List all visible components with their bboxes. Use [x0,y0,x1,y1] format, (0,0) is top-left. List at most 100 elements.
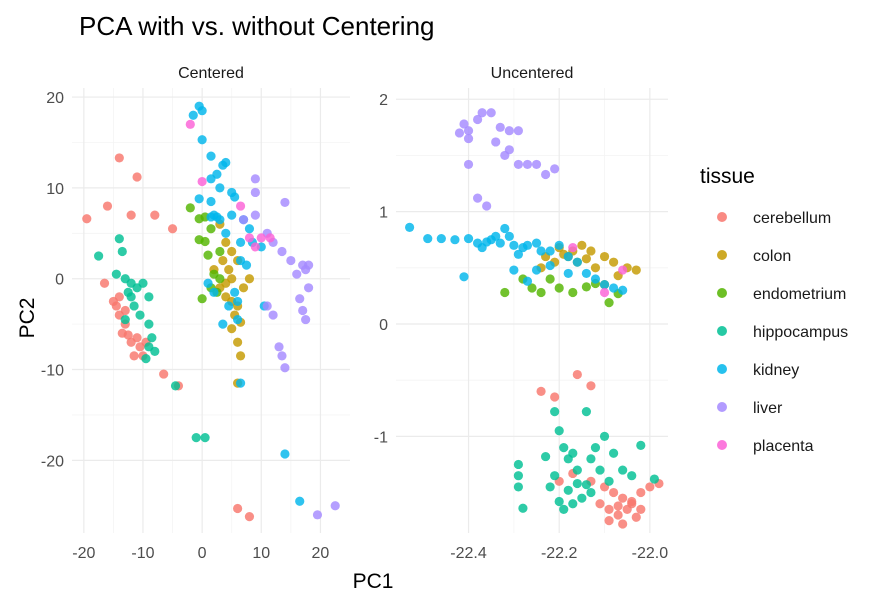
data-point-kidney [206,212,216,222]
data-point-endometrium [568,287,578,298]
data-point-placenta [244,233,255,243]
data-point-kidney [235,237,246,247]
data-point-liver [550,164,560,174]
data-point-hippocampus [129,301,139,311]
data-point-placenta [568,242,578,253]
data-point-liver [486,108,496,118]
data-point-colon [235,351,246,361]
legend-label-placenta: placenta [753,438,814,455]
data-point-hippocampus [554,496,564,507]
data-point-cerebellum [159,369,169,379]
data-point-hippocampus [563,485,573,495]
data-point-kidney [436,233,446,244]
data-point-kidney [590,274,601,284]
data-point-kidney [233,314,243,325]
y-tick-label: -20 [41,453,64,470]
panel-centered: Centered -20 -10 0 10 20 20 10 0 -10 -20 [41,65,350,562]
x-axis-title: PC1 [353,570,394,593]
x-tick-label: 20 [312,545,330,562]
data-point-endometrium [604,298,614,308]
x-tick-label: 0 [198,545,207,562]
data-point-kidney [206,174,216,184]
data-point-cerebellum [618,519,628,529]
data-point-kidney [233,296,243,307]
data-point-cerebellum [114,153,124,163]
data-point-colon [227,324,237,334]
data-point-cerebellum [613,510,623,520]
data-point-kidney [221,157,231,168]
data-point-kidney [188,110,198,120]
data-point-liver [301,265,311,275]
data-point-kidney [495,238,505,248]
data-point-kidney [554,240,564,250]
data-point-liver [301,314,311,325]
data-point-hippocampus [111,269,121,279]
data-point-placenta [265,233,275,243]
data-point-cerebellum [622,504,632,515]
data-point-placenta [197,176,207,187]
data-point-cerebellum [244,512,255,522]
data-point-kidney [477,242,487,253]
data-point-kidney [218,319,228,329]
legend-key-hippocampus [717,326,727,336]
data-point-liver [280,363,290,373]
data-point-kidney [221,228,231,238]
data-point-cerebellum [645,482,655,492]
data-point-liver [522,159,533,170]
legend-label-hippocampus: hippocampus [753,324,848,341]
data-point-kidney [197,106,207,116]
data-point-endometrium [203,250,213,260]
data-point-hippocampus [559,504,569,515]
facet-strip-label: Uncentered [491,65,574,82]
data-point-kidney [280,449,290,459]
x-tick-label: -10 [131,545,154,562]
data-point-liver [513,159,524,170]
data-point-hippocampus [144,292,154,302]
data-point-kidney [500,223,510,234]
data-point-hippocampus [513,459,524,470]
y-tick-label: 0 [379,317,388,334]
series-liver [238,174,340,520]
chart-title: PCA with vs. without Centering [79,11,435,41]
data-point-cerebellum [586,381,596,391]
data-point-endometrium [581,282,592,292]
y-tick-label: -1 [374,429,388,446]
data-point-hippocampus [636,440,646,450]
data-point-liver [330,501,340,511]
data-point-kidney [599,280,610,290]
data-point-liver [250,174,260,184]
data-point-kidney [206,151,216,161]
data-point-cerebellum [132,333,142,343]
facet-strip-label: Centered [178,65,244,82]
data-point-endometrium [527,283,537,293]
x-tick-label: -22.0 [632,545,669,562]
data-point-liver [250,210,260,220]
series-placenta [185,119,275,252]
data-point-liver [504,126,514,136]
data-point-hippocampus [550,471,560,481]
legend-label-liver: liver [753,400,783,417]
data-point-liver [280,197,290,208]
x-tick-label: -22.4 [450,545,487,562]
series-hippocampus [513,407,660,515]
data-point-hippocampus [568,499,578,509]
data-point-hippocampus [604,476,614,486]
series-kidney [405,222,628,295]
data-point-kidney [545,246,555,256]
data-point-colon [224,265,234,275]
data-point-cerebellum [120,305,130,316]
data-point-hippocampus [191,433,201,443]
data-point-cerebellum [536,386,546,397]
data-point-hippocampus [577,493,587,503]
data-point-hippocampus [627,471,637,481]
data-point-kidney [504,231,514,241]
data-point-kidney [206,196,216,207]
legend-key-colon [717,250,727,260]
data-point-kidney [295,496,305,506]
y-tick-label: 0 [55,272,64,289]
data-point-cerebellum [636,504,646,515]
legend-key-liver [717,402,727,412]
data-point-hippocampus [518,503,528,513]
series-placenta [568,242,628,298]
data-point-cerebellum [150,210,160,220]
